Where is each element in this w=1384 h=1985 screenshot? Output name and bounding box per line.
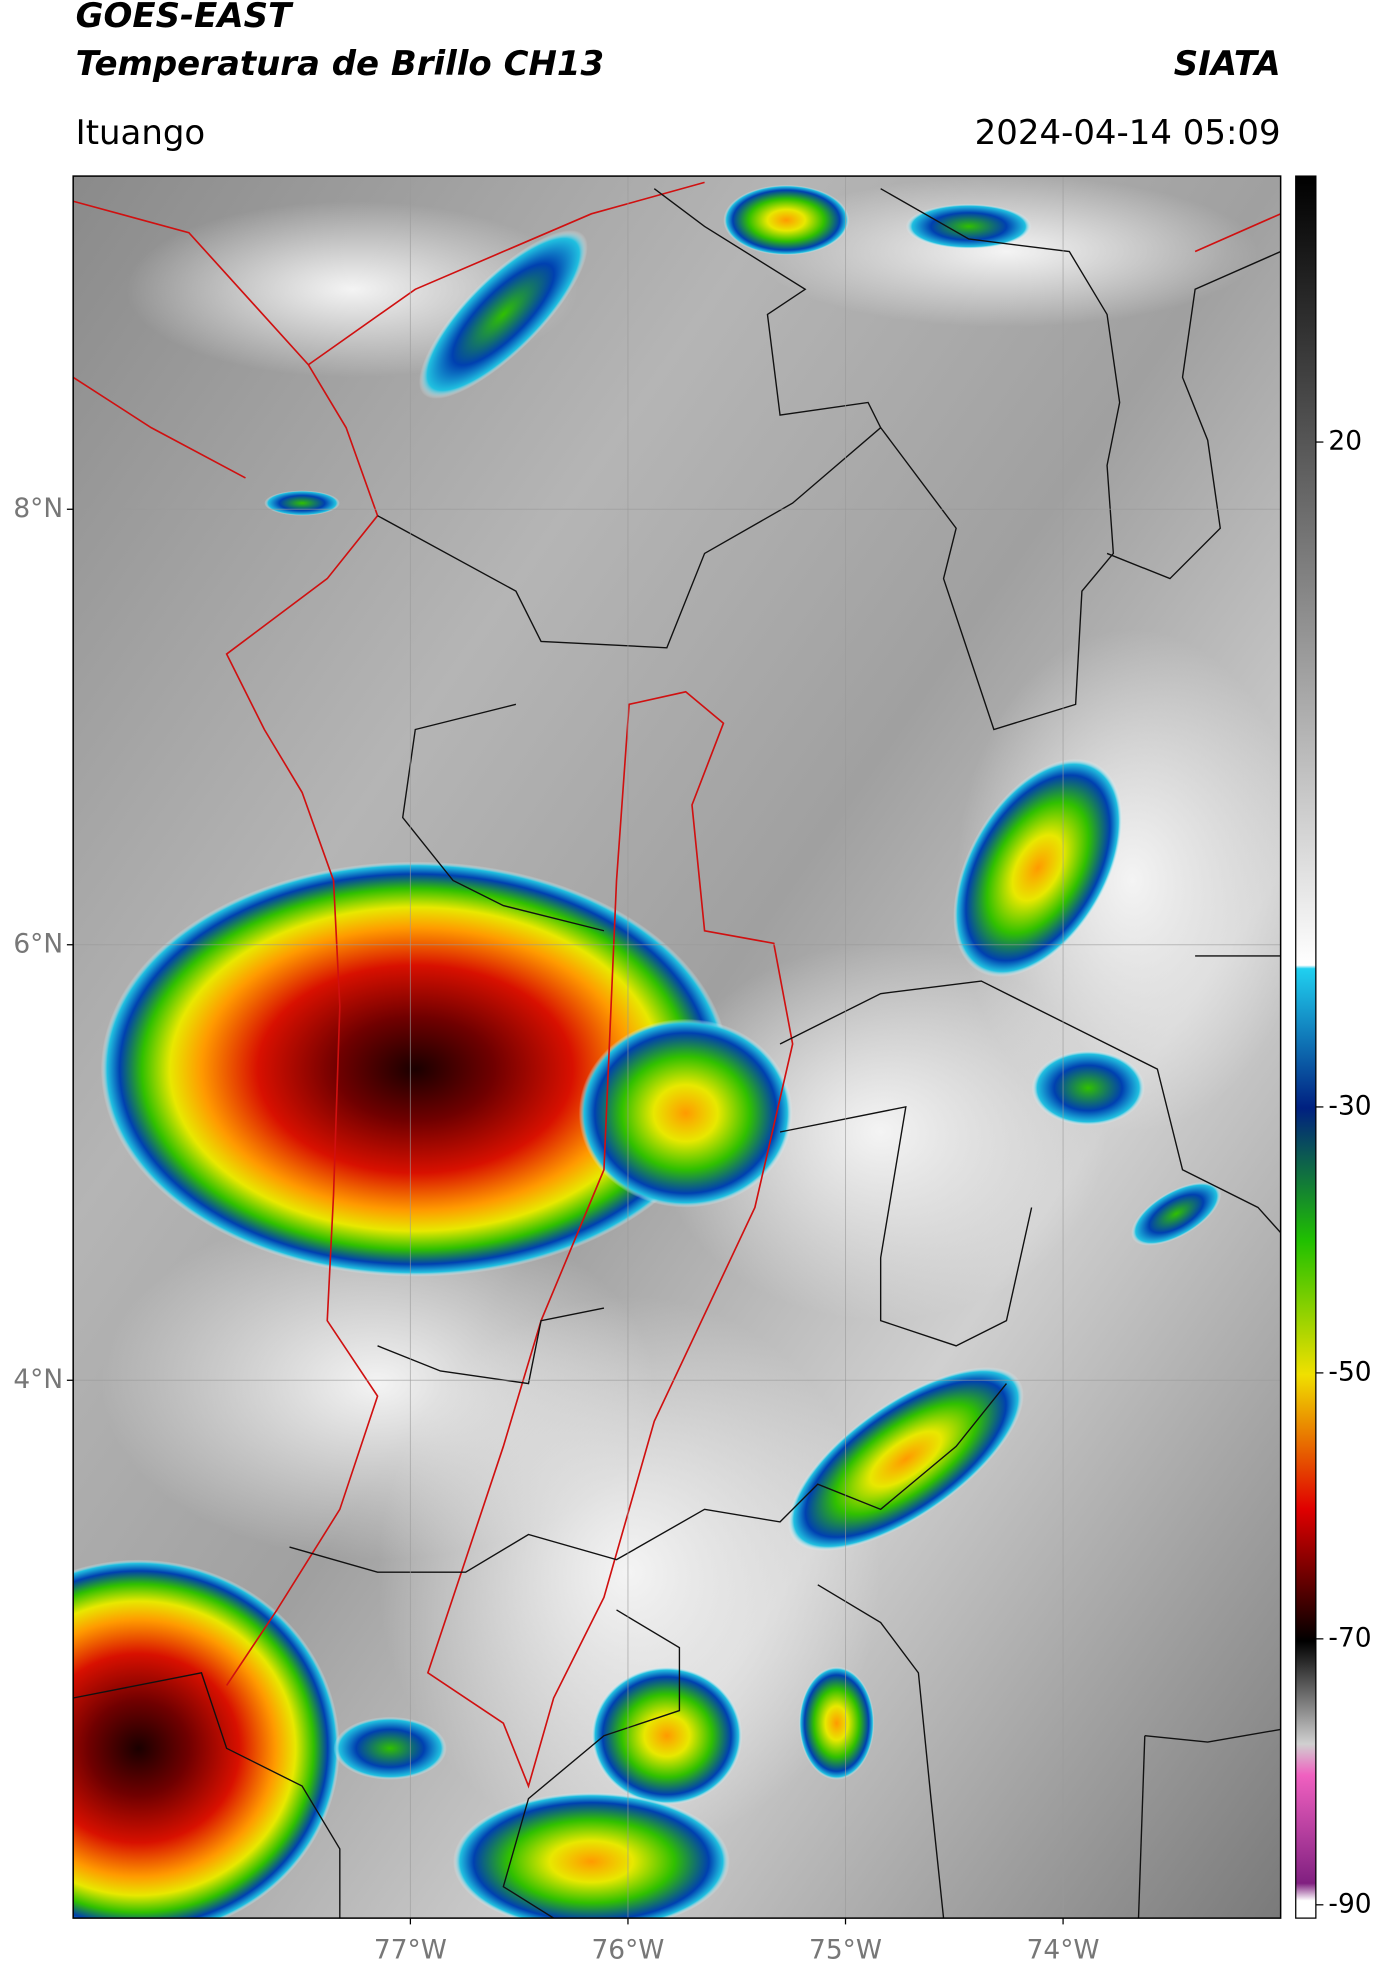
lat-tick-label: 6°N xyxy=(13,928,63,959)
lat-tick-label: 4°N xyxy=(13,1364,63,1395)
lon-tick-label: 75°W xyxy=(809,1934,882,1965)
colorbar-tick-label: 20 xyxy=(1328,426,1362,457)
datetime: 2024-04-14 05:09 xyxy=(975,113,1281,153)
colorbar-tick-label: -70 xyxy=(1328,1622,1371,1653)
source: SIATA xyxy=(1174,44,1281,84)
satellite-image xyxy=(73,176,1281,1919)
lon-tick-label: 76°W xyxy=(591,1934,664,1965)
lon-tick-label: 77°W xyxy=(374,1934,447,1965)
lat-tick-label: 8°N xyxy=(13,493,63,524)
lon-tick-label: 74°W xyxy=(1027,1934,1100,1965)
graticule xyxy=(66,176,1281,1925)
colorbar-tick-label: -30 xyxy=(1328,1090,1371,1121)
location: Ituango xyxy=(76,113,206,153)
subtitle: Temperatura de Brillo CH13 xyxy=(76,44,604,84)
colorbar xyxy=(1295,175,1317,1919)
title: GOES-EAST xyxy=(76,0,294,36)
map-frame xyxy=(72,175,1282,1919)
colorbar-tick-label: -90 xyxy=(1328,1888,1371,1919)
colorbar-tick-label: -50 xyxy=(1328,1356,1371,1387)
